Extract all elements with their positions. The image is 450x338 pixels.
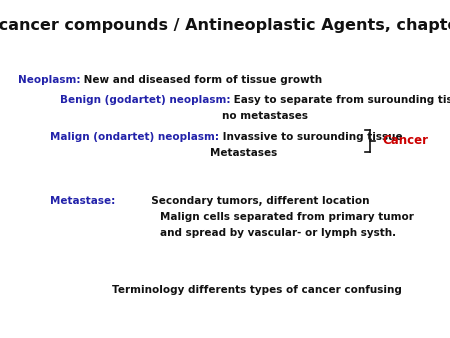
Text: Metastases: Metastases <box>210 148 277 158</box>
Text: Malign (ondartet) neoplasm:: Malign (ondartet) neoplasm: <box>50 132 219 142</box>
Text: Cancer: Cancer <box>382 134 428 146</box>
Text: Neoplasm:: Neoplasm: <box>18 75 81 85</box>
Text: Terminology differents types of cancer confusing: Terminology differents types of cancer c… <box>112 285 402 295</box>
Text: Benign (godartet) neoplasm:: Benign (godartet) neoplasm: <box>60 95 230 105</box>
Text: no metastases: no metastases <box>222 111 308 121</box>
Text: Anti-cancer compounds / Antineoplastic Agents, chapter 38: Anti-cancer compounds / Antineoplastic A… <box>0 18 450 33</box>
Text: Secondary tumors, different location: Secondary tumors, different location <box>115 196 370 206</box>
Text: Invassive to surounding tissue: Invassive to surounding tissue <box>219 132 403 142</box>
Text: Easy to separate from surounding tissue,: Easy to separate from surounding tissue, <box>230 95 450 105</box>
Text: and spread by vascular- or lymph systh.: and spread by vascular- or lymph systh. <box>160 228 396 238</box>
Text: Metastase:: Metastase: <box>50 196 115 206</box>
Text: Malign cells separated from primary tumor: Malign cells separated from primary tumo… <box>160 212 414 222</box>
Text: New and diseased form of tissue growth: New and diseased form of tissue growth <box>81 75 323 85</box>
